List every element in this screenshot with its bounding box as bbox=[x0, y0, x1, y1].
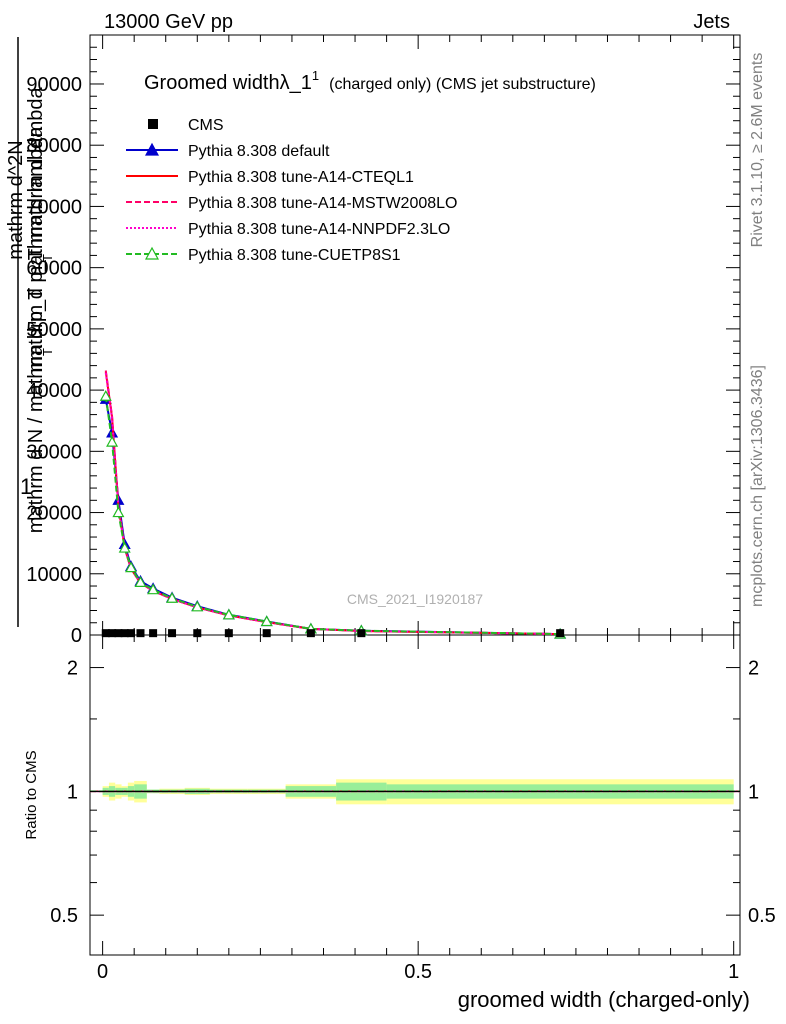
ratio-tick-label-left: 2 bbox=[67, 658, 78, 680]
x-axis-label: groomed width (charged-only) bbox=[458, 987, 750, 1012]
ylabel-subscript-t-lower: T bbox=[40, 348, 55, 356]
series-marker bbox=[147, 583, 160, 595]
y-tick-label: 90000 bbox=[26, 74, 82, 96]
x-tick-label: 0.5 bbox=[404, 961, 432, 983]
main-axis-ticks: 0 10000 20000 30000 40000 50000 60000 70000 8000… bbox=[26, 35, 740, 647]
series-marker bbox=[124, 561, 138, 573]
ratio-tick-label-left: 1 bbox=[67, 781, 78, 803]
analysis-watermark: CMS_2021_I1920187 bbox=[347, 591, 483, 607]
cms-data-point bbox=[193, 629, 202, 638]
legend-label: Pythia 8.308 tune-A14-NNPDF2.3LO bbox=[188, 221, 450, 238]
legend-label: Pythia 8.308 default bbox=[188, 143, 330, 160]
chart-title: Groomed widthλ_11(charged only) (CMS jet… bbox=[144, 68, 596, 94]
cms-data-point bbox=[306, 629, 315, 638]
series-marker bbox=[112, 506, 125, 518]
y-tick-label: 70000 bbox=[26, 196, 82, 218]
cms-data-point bbox=[168, 629, 177, 638]
ratio-y-axis-label: Ratio to CMS bbox=[23, 750, 40, 839]
mcplots-label: mcplots.cern.ch [arXiv:1306.3436] bbox=[749, 365, 766, 607]
ylabel-subscript-t-upper: T bbox=[40, 254, 55, 262]
cms-data-point bbox=[108, 629, 117, 638]
cms-data-point bbox=[114, 629, 123, 638]
y-tick-label: 20000 bbox=[26, 503, 82, 525]
legend-label: CMS bbox=[188, 117, 224, 134]
legend-label: Pythia 8.308 tune-CUETP8S1 bbox=[188, 247, 401, 264]
series-marker bbox=[99, 389, 112, 401]
series-line bbox=[104, 371, 561, 636]
cms-data-point bbox=[357, 629, 366, 638]
cms-data-point bbox=[556, 629, 565, 638]
y-tick-label: 60000 bbox=[26, 258, 82, 280]
series-line bbox=[104, 370, 561, 636]
ylabel-numerator: mathrm d^2N bbox=[5, 140, 27, 259]
legend-label: Pythia 8.308 tune-A14-MSTW2008LO bbox=[188, 195, 457, 212]
y-tick-label: 30000 bbox=[26, 441, 82, 463]
cms-data-point bbox=[224, 629, 233, 638]
y-tick-label: 80000 bbox=[26, 135, 82, 157]
legend-marker bbox=[144, 246, 160, 260]
y-tick-label: 10000 bbox=[26, 564, 82, 586]
series-marker bbox=[222, 608, 235, 620]
series-marker bbox=[134, 576, 147, 587]
series-marker bbox=[191, 600, 204, 612]
cms-data-point bbox=[127, 629, 136, 638]
x-tick-label: 0 bbox=[97, 961, 108, 983]
y-tick-label: 40000 bbox=[26, 380, 82, 402]
series-marker bbox=[118, 541, 131, 553]
legend: CMS Pythia 8.308 default Pythia 8.308 tune… bbox=[126, 117, 457, 264]
ylabel-differential: mathrm d p_T mathrm d lambda bbox=[25, 86, 47, 372]
series-marker bbox=[260, 615, 273, 627]
ratio-tick-label-right: 2 bbox=[748, 658, 759, 680]
ylabel-one: 1 bbox=[20, 474, 32, 499]
cms-data-point bbox=[136, 629, 145, 638]
series-marker bbox=[166, 592, 179, 603]
series-marker bbox=[106, 435, 119, 447]
series-line bbox=[104, 396, 561, 636]
cms-data-point bbox=[262, 629, 271, 638]
ratio-tick-label-left: 0.5 bbox=[50, 905, 78, 927]
header-process-label: Jets bbox=[693, 11, 730, 33]
cms-data-point bbox=[149, 629, 158, 638]
ratio-tick-label-right: 0.5 bbox=[748, 905, 776, 927]
ratio-plot-frame bbox=[89, 634, 741, 956]
legend-marker bbox=[144, 142, 160, 156]
y-tick-label: 50000 bbox=[26, 319, 82, 341]
main-series-layer bbox=[99, 370, 567, 639]
ylabel-denominator: mathrm d N / mathrm d p_T mathrm d lambd… bbox=[25, 126, 47, 533]
ratio-tick-label-right: 1 bbox=[748, 781, 759, 803]
cms-data-point bbox=[101, 629, 110, 638]
legend-marker-cms bbox=[148, 119, 158, 129]
legend-label: Pythia 8.308 tune-A14-CTEQL1 bbox=[188, 169, 414, 186]
header-beam-label: 13000 GeV pp bbox=[104, 11, 233, 33]
ratio-axis-ticks: 0.5 0.5 1 1 2 2 0 0.5 1 bbox=[50, 635, 776, 983]
x-tick-label: 1 bbox=[728, 961, 739, 983]
cms-data-point bbox=[120, 629, 129, 638]
rivet-version-label: Rivet 3.1.10, ≥ 2.6M events bbox=[749, 53, 766, 248]
y-tick-label: 0 bbox=[71, 625, 82, 647]
